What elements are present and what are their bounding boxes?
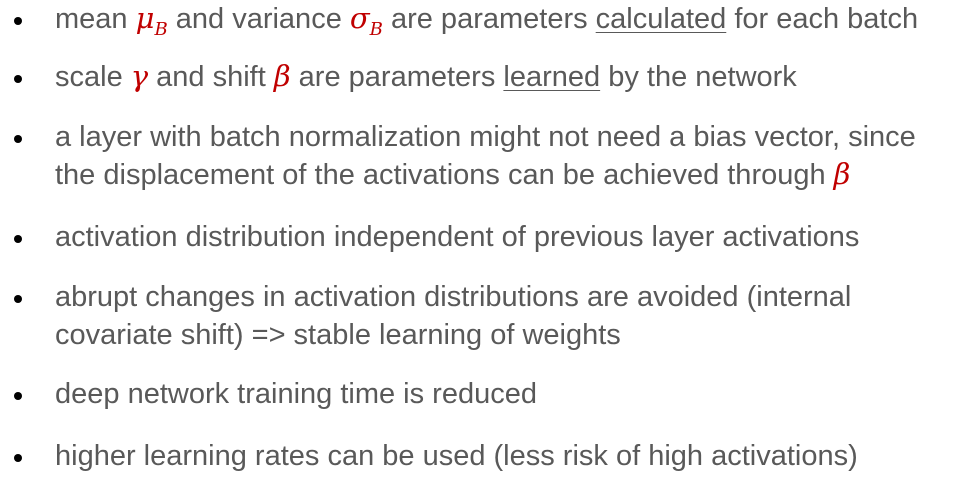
bullet-line: mean μB and variance σB are parameters c… xyxy=(55,0,919,40)
bullet-line: the displacement of the activations can … xyxy=(55,156,916,194)
math-symbol-beta: β xyxy=(833,157,851,191)
text-segment: a layer with batch normalization might n… xyxy=(55,121,916,153)
bullet-line: a layer with batch normalization might n… xyxy=(55,118,916,156)
bullet-text: a layer with batch normalization might n… xyxy=(55,118,916,194)
text-segment: abrupt changes in activation distributio… xyxy=(55,281,852,313)
bullet-dot-icon xyxy=(14,454,22,462)
text-segment: higher learning rates can be used (less … xyxy=(55,440,858,472)
math-symbol-beta: β xyxy=(273,59,291,93)
underlined-term: calculated xyxy=(595,3,727,35)
math-subscript: B xyxy=(369,19,383,40)
bullet-dot-icon xyxy=(14,75,22,83)
text-segment: and shift xyxy=(148,61,274,93)
bullet-text: deep network training time is reduced xyxy=(55,375,537,413)
text-segment: deep network training time is reduced xyxy=(55,378,537,410)
text-segment: mean xyxy=(55,3,136,35)
text-segment: the displacement of the activations can … xyxy=(55,159,834,191)
text-segment: are parameters xyxy=(382,3,596,35)
bullet-dot-icon xyxy=(14,295,22,303)
bullet-line: higher learning rates can be used (less … xyxy=(55,437,858,475)
text-segment: are parameters xyxy=(290,61,504,93)
bullet-text: mean μB and variance σB are parameters c… xyxy=(55,0,919,40)
math-symbol-mu: μ xyxy=(135,1,155,35)
text-segment: by the network xyxy=(600,61,797,93)
math-symbol-sigma: σ xyxy=(349,1,370,35)
bullet-text: scale γ and shift β are parameters learn… xyxy=(55,58,797,96)
bullet-text: activation distribution independent of p… xyxy=(55,218,859,256)
bullet-line: scale γ and shift β are parameters learn… xyxy=(55,58,797,96)
bullet-line: covariate shift) => stable learning of w… xyxy=(55,316,851,354)
bullet-line: activation distribution independent of p… xyxy=(55,218,859,256)
bullet-line: abrupt changes in activation distributio… xyxy=(55,278,851,316)
bullet-text: abrupt changes in activation distributio… xyxy=(55,278,851,354)
bullet-text: higher learning rates can be used (less … xyxy=(55,437,858,475)
text-segment: scale xyxy=(55,61,131,93)
text-segment: for each batch xyxy=(726,3,919,35)
bullet-dot-icon xyxy=(14,235,22,243)
math-symbol-gamma: γ xyxy=(130,59,149,93)
text-segment: activation distribution independent of p… xyxy=(55,221,860,253)
math-subscript: B xyxy=(154,19,168,40)
bullet-dot-icon xyxy=(14,17,22,25)
bullet-dot-icon xyxy=(14,135,22,143)
bullet-dot-icon xyxy=(14,392,22,400)
bullet-line: deep network training time is reduced xyxy=(55,375,537,413)
underlined-term: learned xyxy=(503,61,601,93)
text-segment: and variance xyxy=(167,3,350,35)
text-segment: covariate shift) => stable learning of w… xyxy=(55,319,621,351)
